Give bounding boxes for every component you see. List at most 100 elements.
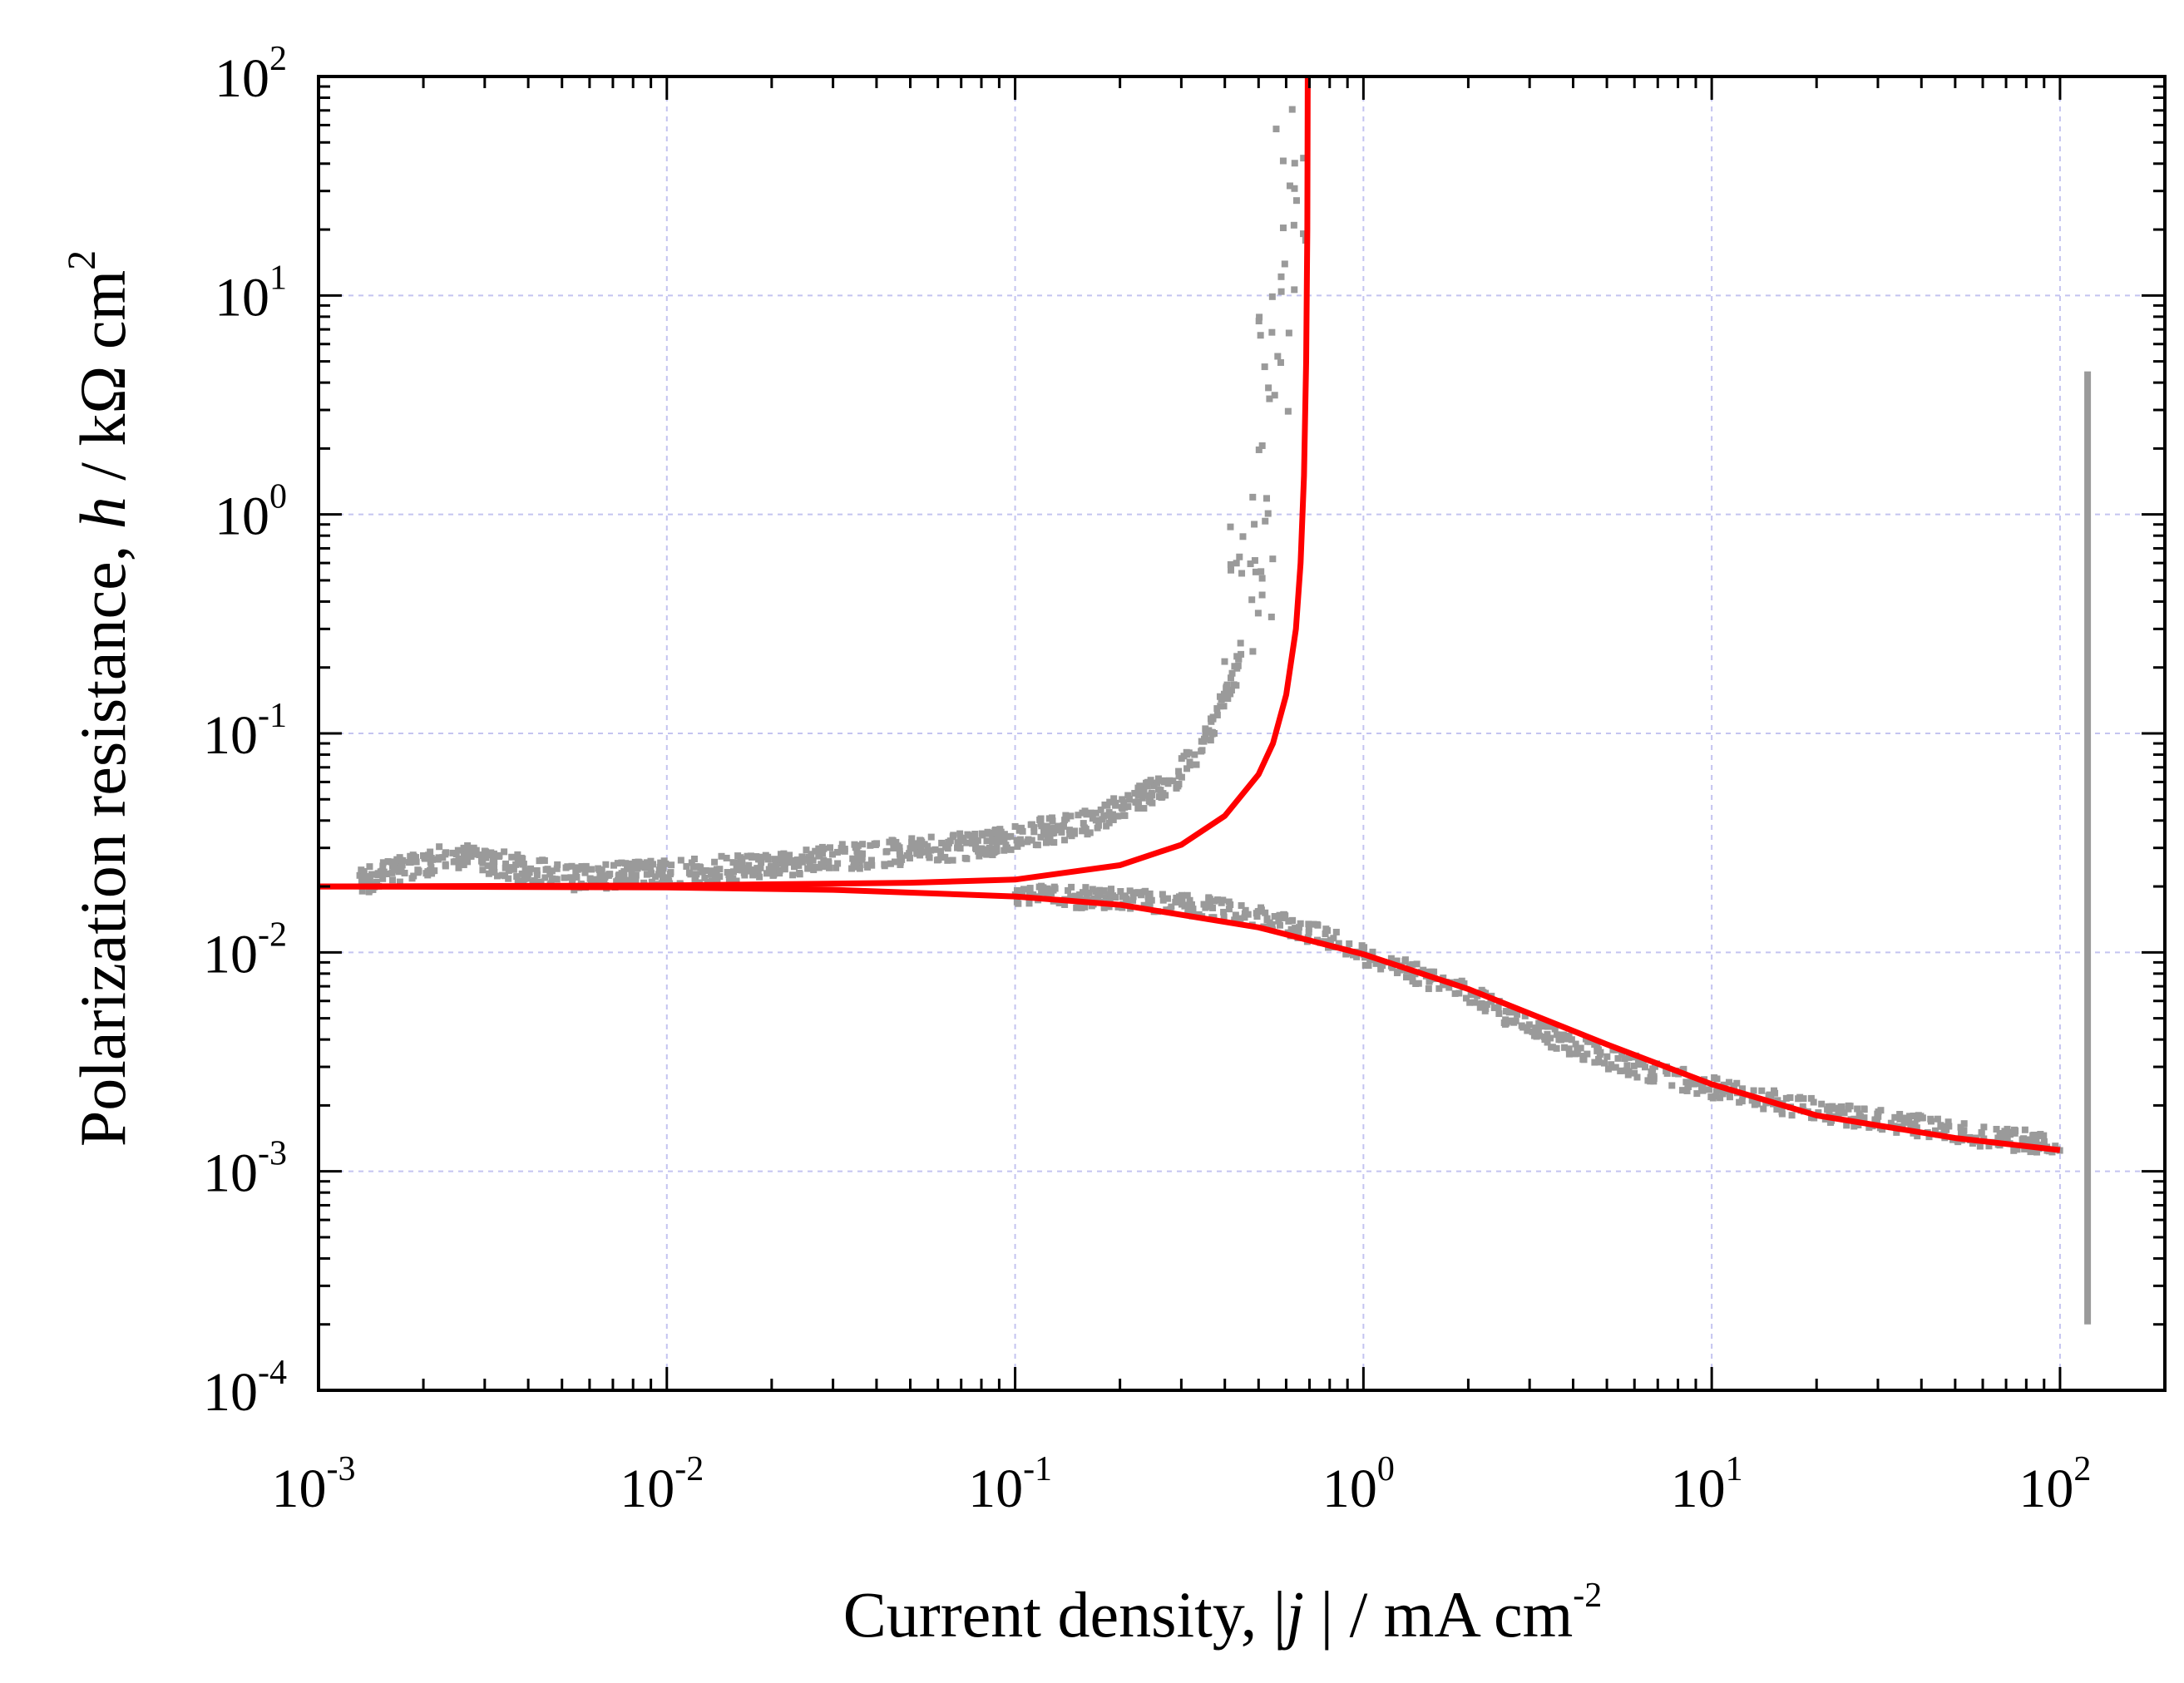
data-point: [1094, 824, 1101, 832]
data-point: [1002, 842, 1010, 849]
data-point: [714, 875, 721, 882]
data-point: [1205, 903, 1213, 911]
data-point: [1103, 822, 1110, 830]
data-point: [1241, 910, 1248, 917]
data-point: [982, 846, 990, 853]
data-point: [780, 850, 788, 857]
data-point: [972, 846, 980, 853]
data-point: [628, 871, 635, 878]
x-tick-label: 10-2: [620, 1450, 704, 1519]
data-point: [683, 862, 690, 870]
data-point: [1076, 891, 1084, 898]
data-point: [1782, 1094, 1790, 1102]
data-point: [572, 864, 580, 871]
data-point: [707, 871, 714, 878]
data-point: [1238, 650, 1245, 658]
data-point: [587, 866, 595, 873]
data-point: [1028, 837, 1035, 844]
data-point: [358, 876, 365, 884]
data-point: [533, 871, 541, 878]
data-point: [1025, 900, 1033, 907]
data-point: [600, 877, 608, 885]
data-point: [1466, 999, 1474, 1006]
data-point: [379, 875, 387, 882]
data-point: [427, 858, 434, 866]
data-point: [1291, 185, 1298, 192]
data-point: [1773, 1106, 1781, 1113]
data-point: [1149, 799, 1156, 807]
data-point: [1994, 1134, 2002, 1142]
data-point: [533, 866, 541, 874]
data-point: [1133, 798, 1140, 806]
data-point: [632, 871, 640, 879]
data-point: [1709, 1094, 1717, 1102]
data-point: [1279, 157, 1287, 165]
data-point: [1829, 1103, 1836, 1110]
data-point: [995, 837, 1002, 845]
data-point: [734, 859, 742, 866]
data-point: [2033, 1148, 2041, 1156]
data-point: [1572, 1040, 1579, 1048]
data-point: [954, 844, 961, 851]
data-point: [917, 849, 925, 856]
data-point: [927, 846, 935, 854]
data-point: [655, 866, 663, 874]
data-point: [472, 846, 480, 854]
data-point: [643, 859, 650, 866]
data-point: [1650, 1075, 1658, 1083]
data-point: [969, 840, 976, 847]
data-point: [688, 859, 695, 866]
data-point: [431, 867, 438, 875]
data-point: [1277, 273, 1285, 280]
data-point: [1183, 765, 1191, 772]
data-point: [1227, 690, 1234, 698]
data-point: [666, 871, 674, 878]
data-point: [1272, 126, 1280, 133]
data-point: [790, 863, 798, 871]
data-point: [379, 862, 387, 870]
data-point: [1313, 920, 1321, 928]
data-point: [793, 856, 801, 864]
data-point: [1227, 674, 1234, 682]
data-point: [815, 864, 823, 871]
data-point: [484, 862, 492, 870]
data-point: [508, 853, 516, 861]
data-point: [581, 866, 589, 873]
data-point: [626, 865, 634, 872]
y-axis-label: Polarization resistance, h / kΩ cm2: [60, 250, 139, 1147]
data-point: [1860, 1114, 1868, 1122]
data-point: [1071, 892, 1079, 900]
data-point: [1291, 286, 1298, 294]
data-point: [852, 859, 860, 866]
data-point: [1234, 662, 1242, 669]
data-point: [1719, 1090, 1727, 1098]
data-point: [665, 875, 672, 882]
data-point: [1579, 1055, 1587, 1063]
data-point: [1228, 566, 1235, 574]
data-point: [615, 872, 622, 880]
data-point: [1268, 328, 1276, 336]
data-point: [1332, 928, 1340, 935]
data-point: [366, 873, 373, 881]
data-point: [712, 867, 719, 875]
data-point: [974, 837, 981, 844]
data-point: [806, 857, 813, 865]
data-point: [1281, 914, 1288, 921]
data-point: [725, 871, 733, 879]
data-point: [1624, 1071, 1632, 1078]
data-point: [1051, 885, 1059, 892]
data-point: [2033, 1132, 2041, 1139]
x-tick-label: 101: [1671, 1450, 1743, 1519]
data-point: [610, 861, 617, 869]
data-point: [1699, 1087, 1707, 1094]
data-point: [1850, 1123, 1858, 1130]
data-point: [1081, 903, 1089, 911]
data-point: [1879, 1126, 1886, 1133]
data-point: [1018, 840, 1025, 847]
data-point: [854, 855, 862, 862]
data-point: [614, 876, 621, 884]
data-point: [1551, 1025, 1559, 1033]
data-point: [1256, 313, 1263, 321]
data-point: [356, 871, 363, 879]
data-point: [460, 850, 467, 857]
